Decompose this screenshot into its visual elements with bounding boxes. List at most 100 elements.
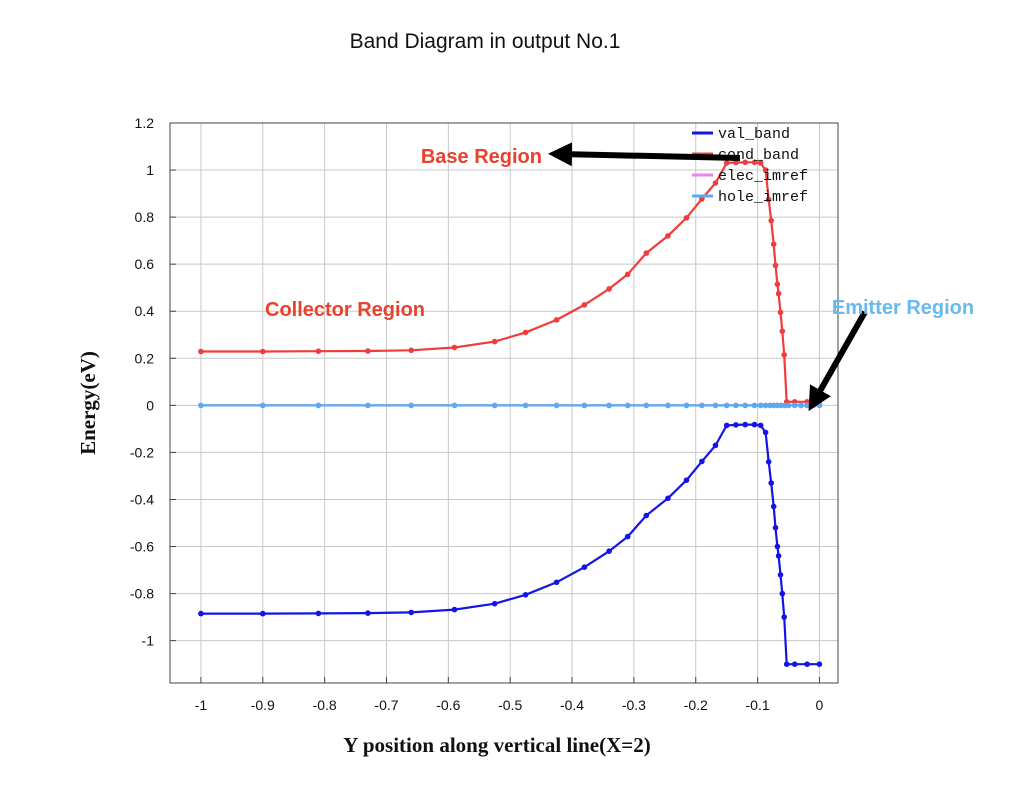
data-point-hole_imref-9 (581, 402, 588, 409)
y-tick-label-4: 0.4 (135, 303, 155, 319)
data-point-cond_band-29 (777, 309, 784, 316)
data-point-val_band-5 (451, 606, 458, 613)
y-tick-label-1: 1 (146, 162, 154, 178)
annotation-label-0: Base Region (421, 146, 542, 168)
data-point-cond_band-21 (757, 160, 764, 166)
data-point-val_band-21 (757, 422, 764, 429)
data-point-val_band-27 (774, 543, 781, 550)
data-point-hole_imref-3 (365, 402, 371, 409)
x-tick-label-2: -0.8 (313, 697, 337, 713)
data-point-cond_band-16 (712, 180, 719, 186)
y-tick-label-5: 0.2 (135, 350, 155, 366)
data-point-val_band-22 (762, 429, 769, 436)
annotation-arrow-2 (808, 310, 868, 412)
data-point-val_band-7 (522, 592, 529, 598)
y-tick-label-9: -0.6 (130, 539, 154, 555)
data-point-hole_imref-7 (522, 402, 529, 409)
data-point-val_band-14 (683, 477, 690, 484)
data-point-val_band-23 (765, 459, 772, 465)
data-point-hole_imref-15 (699, 402, 705, 409)
data-point-cond_band-4 (408, 347, 415, 354)
data-point-val_band-28 (775, 553, 782, 559)
x-axis-title: Y position along vertical line(X=2) (343, 733, 651, 757)
grid-lines (170, 122, 838, 683)
y-tick-label-3: 0.6 (135, 256, 155, 272)
data-point-hole_imref-20 (751, 402, 758, 409)
data-point-hole_imref-0 (198, 402, 204, 409)
data-point-val_band-11 (624, 533, 631, 540)
data-point-hole_imref-22 (762, 402, 769, 409)
x-tick-label-7: -0.3 (622, 697, 646, 713)
data-point-val_band-33 (791, 661, 798, 667)
series-line-cond_band (200, 161, 820, 403)
data-point-cond_band-5 (451, 344, 458, 351)
y-tick-label-0: 1.2 (135, 115, 155, 131)
data-point-hole_imref-21 (757, 402, 764, 409)
series-layer (198, 159, 823, 667)
data-point-cond_band-3 (365, 348, 371, 354)
data-point-val_band-8 (553, 579, 560, 586)
data-point-cond_band-22 (762, 167, 769, 173)
data-point-hole_imref-5 (451, 402, 458, 409)
data-point-hole_imref-16 (712, 402, 719, 409)
data-point-cond_band-1 (260, 348, 266, 355)
series-val_band (198, 421, 823, 667)
data-point-cond_band-7 (522, 329, 529, 336)
data-point-hole_imref-8 (553, 402, 560, 409)
axis-ticks: -1 -0.9 -0.8 -0.7 -0.6 -0.5 -0.4 -0.3 -0.2 -0.1 0 1… (130, 115, 824, 713)
series-hole_imref (198, 402, 823, 409)
data-point-cond_band-14 (683, 215, 690, 221)
legend-label-val_band: val_band (718, 126, 790, 143)
data-point-cond_band-15 (699, 196, 705, 202)
data-point-val_band-19 (742, 421, 748, 428)
data-point-cond_band-30 (779, 328, 786, 335)
data-point-hole_imref-1 (260, 402, 266, 409)
data-point-cond_band-24 (768, 217, 774, 224)
data-point-hole_imref-6 (491, 402, 498, 409)
data-point-hole_imref-2 (315, 402, 322, 409)
data-point-hole_imref-14 (683, 402, 690, 409)
annotation-label-1: Collector Region (265, 299, 425, 321)
data-point-val_band-4 (408, 609, 415, 616)
y-tick-label-8: -0.4 (130, 491, 154, 507)
x-tick-label-1: -0.9 (251, 697, 275, 713)
annotation-label-2: Emitter Region (832, 297, 974, 319)
data-point-hole_imref-31 (804, 402, 810, 409)
data-point-cond_band-25 (770, 241, 777, 247)
data-point-val_band-30 (779, 590, 786, 597)
data-point-hole_imref-11 (624, 402, 631, 409)
data-point-cond_band-17 (723, 160, 730, 166)
data-point-val_band-10 (606, 548, 612, 554)
data-point-hole_imref-12 (643, 402, 650, 409)
data-point-cond_band-26 (772, 262, 779, 269)
data-point-hole_imref-32 (810, 402, 817, 409)
data-point-cond_band-18 (733, 159, 739, 166)
data-point-val_band-17 (723, 422, 730, 429)
x-tick-label-3: -0.7 (374, 697, 398, 713)
x-tick-label-9: -0.1 (746, 697, 770, 713)
data-point-val_band-18 (733, 422, 739, 428)
annotations: Base Region Collector Region Emitter Regio… (265, 142, 974, 412)
data-point-val_band-1 (260, 610, 266, 617)
data-point-val_band-24 (768, 480, 774, 486)
data-point-cond_band-13 (665, 233, 671, 239)
data-point-hole_imref-30 (798, 402, 804, 409)
data-point-cond_band-8 (553, 317, 560, 323)
data-point-val_band-32 (783, 661, 790, 667)
data-point-val_band-31 (781, 614, 787, 620)
data-point-val_band-26 (772, 524, 779, 531)
data-point-hole_imref-29 (791, 402, 798, 409)
x-tick-label-5: -0.5 (498, 697, 522, 713)
data-point-val_band-13 (665, 495, 671, 502)
series-line-val_band (200, 423, 820, 666)
data-point-cond_band-12 (643, 250, 650, 256)
data-point-cond_band-10 (606, 286, 612, 292)
data-point-hole_imref-28 (785, 402, 792, 409)
data-point-cond_band-23 (765, 196, 772, 203)
data-point-hole_imref-33 (816, 402, 823, 409)
data-point-cond_band-0 (198, 348, 204, 355)
data-point-hole_imref-13 (665, 402, 671, 409)
data-point-val_band-35 (816, 661, 823, 667)
